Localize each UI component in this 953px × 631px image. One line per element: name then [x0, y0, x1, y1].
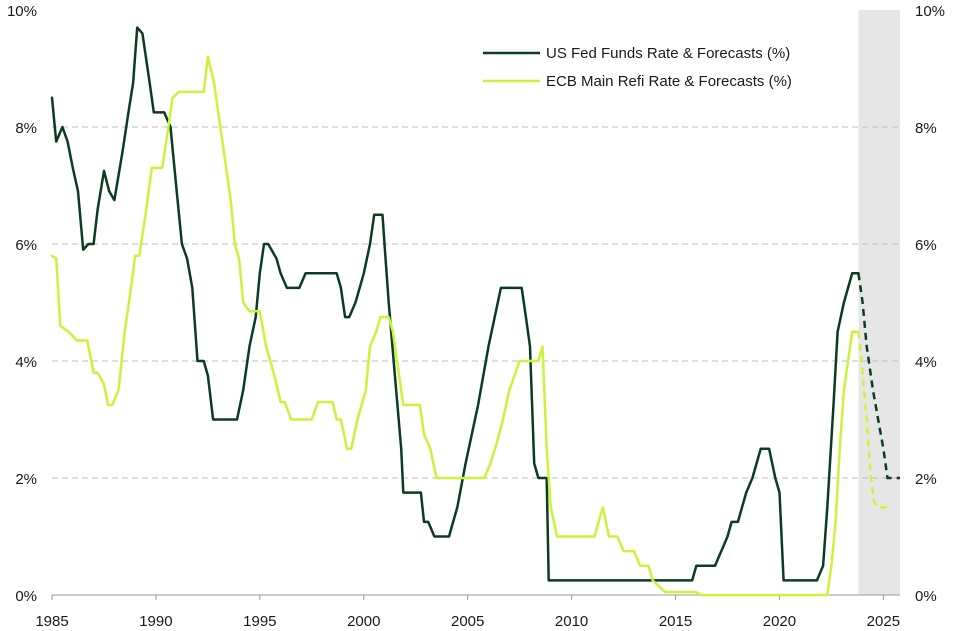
x-tick-label: 2005	[451, 613, 484, 630]
legend: US Fed Funds Rate & Forecasts (%) ECB Mai…	[483, 45, 792, 90]
y-tick-label-left: 0%	[15, 588, 37, 605]
x-tick-label: 2000	[347, 613, 380, 630]
y-tick-label-left: 10%	[7, 3, 37, 20]
y-axis-right-labels: 0% 2% 4% 6% 8% 10%	[915, 3, 945, 605]
y-tick-label-right: 4%	[915, 354, 937, 371]
y-tick-label-left: 8%	[15, 120, 37, 137]
forecast-shade	[858, 10, 900, 595]
y-tick-label-right: 0%	[915, 588, 937, 605]
x-tick-label: 2015	[659, 613, 692, 630]
y-tick-label-right: 10%	[915, 3, 945, 20]
y-tick-label-left: 4%	[15, 354, 37, 371]
x-tick-label: 2010	[555, 613, 588, 630]
x-tick-label: 1990	[139, 613, 172, 630]
y-tick-label-left: 2%	[15, 471, 37, 488]
y-tick-label-right: 8%	[915, 120, 937, 137]
y-tick-label-left: 6%	[15, 237, 37, 254]
us-fed-funds-actual-line	[50, 26, 860, 582]
x-tick-label: 1995	[243, 613, 276, 630]
x-tick-label: 2025	[867, 613, 900, 630]
legend-label: ECB Main Refi Rate & Forecasts (%)	[546, 73, 792, 90]
x-tick-label: 2020	[763, 613, 796, 630]
series-lines	[50, 26, 900, 597]
ecb-main-refi-forecast-line	[857, 331, 890, 509]
gridlines	[52, 126, 900, 479]
y-tick-label-right: 2%	[915, 471, 937, 488]
y-tick-label-right: 6%	[915, 237, 937, 254]
legend-label: US Fed Funds Rate & Forecasts (%)	[546, 45, 790, 62]
y-axis-left-labels: 0% 2% 4% 6% 8% 10%	[7, 3, 37, 605]
x-tick-label: 1985	[35, 613, 68, 630]
us-fed-funds-forecast-line	[857, 273, 900, 480]
x-axis-ticks: 1985 1990 1995 2000 2005 2010 2015 2020 2025	[35, 595, 900, 630]
ecb-main-refi-actual-line	[50, 55, 860, 597]
